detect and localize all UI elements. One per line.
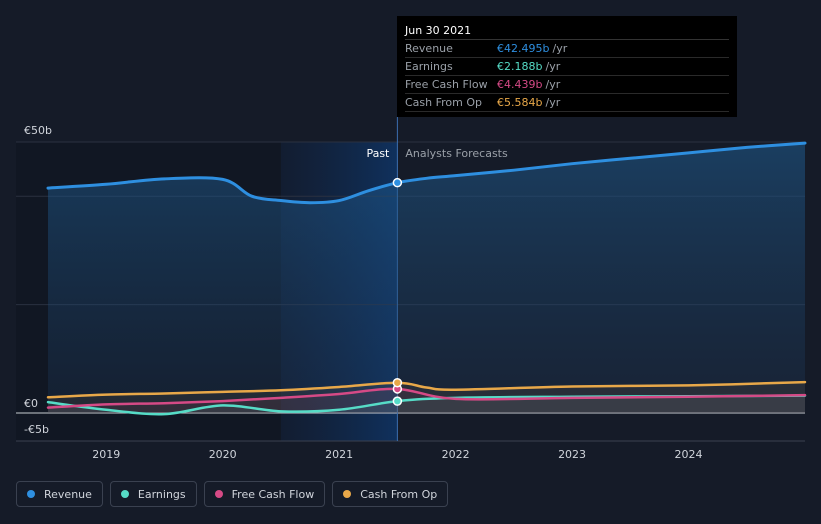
- tooltip-value: €5.584b: [497, 96, 543, 109]
- revenue-dot-icon: [27, 490, 35, 498]
- earnings-dot-icon: [120, 490, 129, 498]
- legend-label: Free Cash Flow: [231, 487, 315, 501]
- tooltip-row-cash-from-op: Cash From Op €5.584b /yr: [405, 94, 729, 112]
- y-tick-label: €0: [24, 397, 38, 410]
- tooltip-row-revenue: Revenue €42.495b /yr: [405, 40, 729, 58]
- legend-item-revenue[interactable]: Revenue: [16, 481, 103, 507]
- tooltip-unit: /yr: [545, 96, 561, 109]
- legend-label: Earnings: [137, 487, 186, 501]
- x-tick-label: 2019: [92, 448, 120, 461]
- x-tick-label: 2020: [209, 448, 237, 461]
- tooltip-value: €42.495b: [497, 42, 550, 55]
- y-tick-label: €50b: [24, 124, 52, 137]
- past-label: Past: [366, 147, 390, 160]
- forecast-label: Analysts Forecasts: [405, 147, 508, 160]
- free-cash-flow-line: [46, 387, 807, 409]
- x-tick-label: 2023: [558, 448, 586, 461]
- tooltip-label: Revenue: [405, 42, 453, 55]
- earnings-marker: [392, 396, 403, 406]
- legend-label: Revenue: [44, 487, 92, 501]
- revenue-line: [46, 141, 807, 205]
- free-cash-flow-dot-icon: [214, 490, 223, 498]
- tooltip-value: €2.188b: [497, 60, 543, 73]
- tooltip-label: Free Cash Flow: [405, 78, 488, 91]
- x-tick-label: 2022: [442, 448, 470, 461]
- tooltip-unit: /yr: [545, 60, 561, 73]
- chart-legend: Revenue Earnings Free Cash Flow Cash Fro…: [16, 481, 449, 507]
- y-tick-label: -€5b: [24, 423, 49, 436]
- tooltip-label: Earnings: [405, 60, 453, 73]
- cash-from-op-marker: [392, 377, 403, 388]
- revenue-marker: [392, 177, 403, 188]
- data-tooltip: Jun 30 2021 Revenue €42.495b /yr Earning…: [397, 16, 737, 117]
- tooltip-value: €4.439b: [497, 78, 543, 91]
- cash-from-op-dot-icon: [343, 490, 352, 498]
- tooltip-date: Jun 30 2021: [405, 22, 729, 40]
- earnings-area: [48, 395, 805, 415]
- legend-label: Cash From Op: [360, 487, 438, 501]
- x-tick-label: 2024: [675, 448, 703, 461]
- tooltip-row-earnings: Earnings €2.188b /yr: [405, 58, 729, 76]
- tooltip-unit: /yr: [545, 78, 561, 91]
- revenue-area: [48, 143, 805, 414]
- x-tick-label: 2021: [325, 448, 353, 461]
- legend-item-free-cash-flow[interactable]: Free Cash Flow: [203, 481, 326, 507]
- tooltip-row-free-cash-flow: Free Cash Flow €4.439b /yr: [405, 76, 729, 94]
- tooltip-label: Cash From Op: [405, 96, 483, 109]
- tooltip-unit: /yr: [552, 42, 568, 55]
- legend-item-cash-from-op[interactable]: Cash From Op: [332, 481, 449, 507]
- legend-item-earnings[interactable]: Earnings: [109, 481, 197, 507]
